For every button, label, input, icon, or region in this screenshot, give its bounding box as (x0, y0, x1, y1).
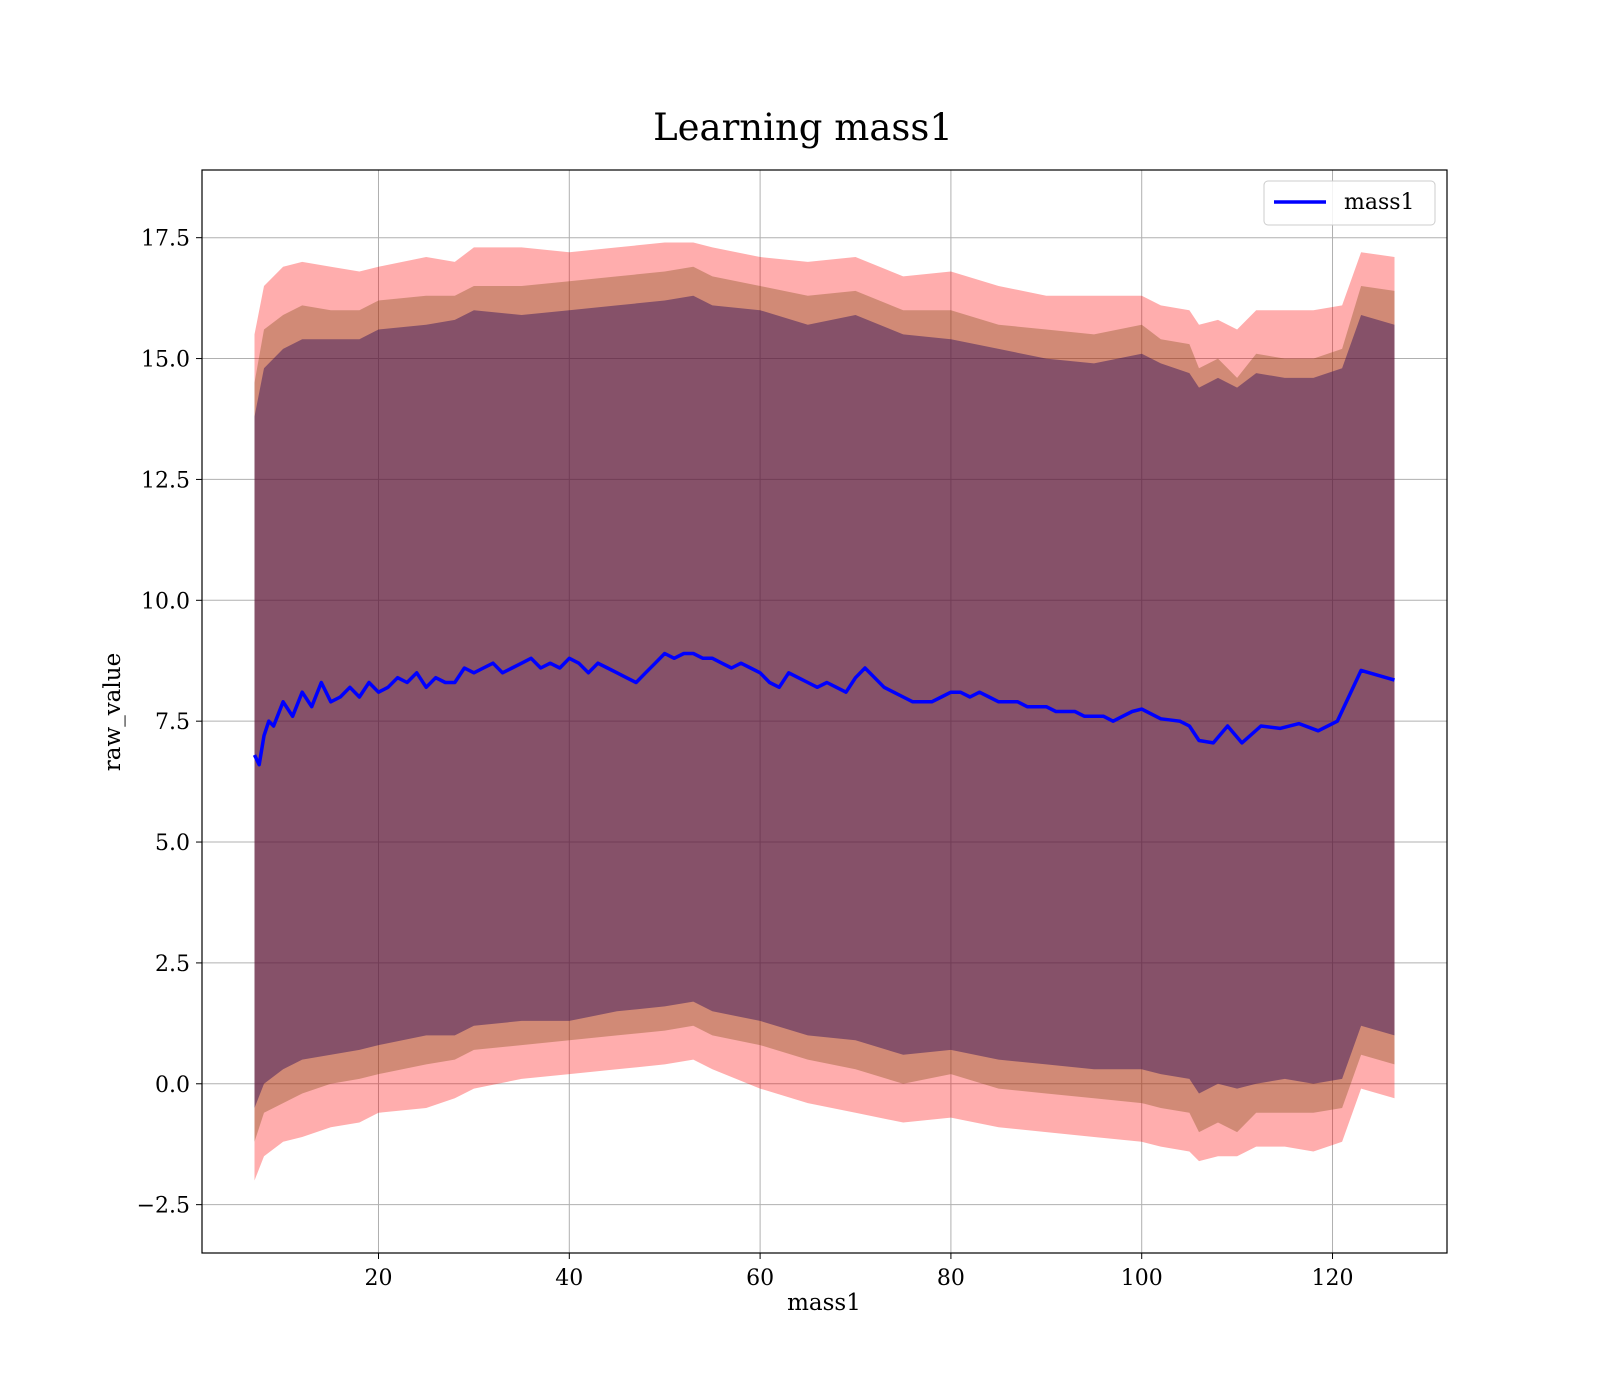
x-axis-ticks: 20 40 60 80 100 120 (364, 1253, 1354, 1291)
plot-frame (201, 169, 1448, 1254)
y-tick-label: 2.5 (155, 952, 190, 977)
y-tick-label: 15.0 (141, 348, 190, 373)
x-tick-label: 100 (1121, 1266, 1163, 1291)
y-tick-label: 17.5 (141, 227, 190, 252)
x-tick-label: 80 (937, 1266, 965, 1291)
x-tick-label: 20 (364, 1266, 392, 1291)
chart-title: Learning mass1 (653, 106, 953, 149)
y-axis-label: raw_value (100, 653, 126, 771)
line-layer (252, 651, 1395, 767)
y-tick-label: 12.5 (141, 468, 190, 493)
confidence-band-middle (254, 266, 1395, 1142)
legend: mass1 (1263, 180, 1436, 226)
y-tick-label: 0.0 (155, 1073, 190, 1098)
y-tick-label: 7.5 (155, 710, 190, 735)
x-tick-label: 60 (746, 1266, 774, 1291)
x-tick-label: 120 (1312, 1266, 1354, 1291)
x-axis-label: mass1 (787, 1290, 861, 1316)
grid (202, 170, 1447, 1253)
y-axis-ticks: −2.5 0.0 2.5 5.0 7.5 10.0 12.5 15.0 17.5 (137, 227, 202, 1219)
x-tick-label: 40 (555, 1266, 583, 1291)
y-tick-label: 10.0 (141, 589, 190, 614)
confidence-band-outer (254, 242, 1395, 1181)
legend-box (1263, 180, 1436, 226)
y-tick-label: −2.5 (137, 1194, 190, 1219)
series-line-mass1 (252, 651, 1395, 767)
confidence-band-inner (254, 295, 1395, 1108)
y-tick-label: 5.0 (155, 831, 190, 856)
legend-entry-mass1: mass1 (1344, 190, 1415, 215)
band-layer (254, 242, 1395, 1181)
